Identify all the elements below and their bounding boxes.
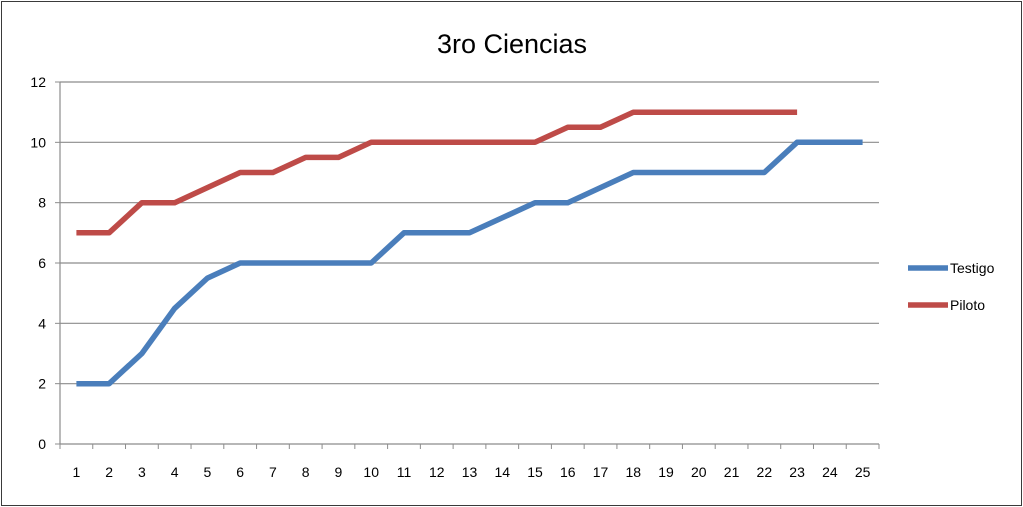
x-tick-label: 19 bbox=[658, 464, 674, 480]
x-tick-label: 15 bbox=[527, 464, 543, 480]
x-tick-label: 9 bbox=[335, 464, 343, 480]
y-tick-label: 2 bbox=[38, 376, 46, 392]
x-tick-label: 7 bbox=[269, 464, 277, 480]
x-tick-label: 12 bbox=[429, 464, 445, 480]
x-tick-label: 13 bbox=[462, 464, 478, 480]
x-tick-label: 4 bbox=[171, 464, 179, 480]
x-tick-label: 6 bbox=[236, 464, 244, 480]
series-lines bbox=[76, 109, 863, 387]
x-tick-label: 21 bbox=[724, 464, 740, 480]
chart-title: 3ro Ciencias bbox=[437, 29, 587, 59]
y-tick-label: 10 bbox=[30, 134, 46, 150]
y-tick-label: 12 bbox=[30, 74, 46, 90]
x-tick-label: 10 bbox=[363, 464, 379, 480]
x-tick-label: 24 bbox=[822, 464, 838, 480]
x-tick-label: 11 bbox=[397, 464, 412, 480]
series-line-testigo bbox=[76, 139, 863, 387]
y-tick-label: 0 bbox=[38, 436, 46, 452]
x-tick-label: 18 bbox=[626, 464, 642, 480]
x-tick-label: 3 bbox=[138, 464, 146, 480]
x-tick-label: 23 bbox=[789, 464, 805, 480]
series-line-piloto bbox=[76, 109, 798, 236]
x-tick-label: 20 bbox=[691, 464, 707, 480]
y-tick-label: 6 bbox=[38, 255, 46, 271]
y-tick-label: 8 bbox=[38, 195, 46, 211]
x-tick-label: 14 bbox=[494, 464, 510, 480]
x-tick-label: 25 bbox=[855, 464, 871, 480]
legend-label-testigo: Testigo bbox=[950, 260, 995, 276]
x-tick-label: 8 bbox=[302, 464, 310, 480]
x-tick-label: 1 bbox=[72, 464, 80, 480]
legend-label-piloto: Piloto bbox=[950, 297, 985, 313]
y-tick-label: 4 bbox=[38, 315, 46, 331]
x-tick-label: 5 bbox=[204, 464, 212, 480]
legend: Testigo Piloto bbox=[908, 260, 995, 313]
x-tick-label: 2 bbox=[105, 464, 113, 480]
x-tick-label: 17 bbox=[593, 464, 609, 480]
x-tick-label: 16 bbox=[560, 464, 576, 480]
x-tick-label: 22 bbox=[757, 464, 773, 480]
